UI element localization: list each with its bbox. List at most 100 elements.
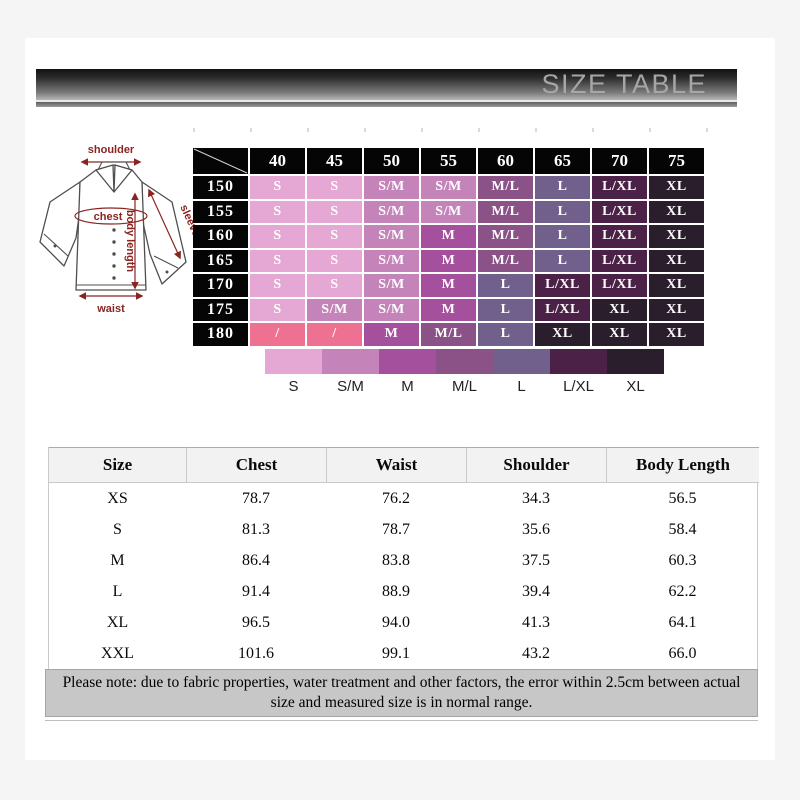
matrix-cell: L/XL bbox=[592, 274, 647, 297]
column-tick bbox=[421, 128, 423, 132]
measurement-value: 43.2 bbox=[522, 644, 550, 662]
column-tick bbox=[535, 128, 537, 132]
measurement-value: 101.6 bbox=[238, 644, 274, 662]
matrix-cell: L bbox=[535, 249, 590, 272]
matrix-cell: S/M bbox=[421, 200, 476, 223]
left-sleeve bbox=[39, 181, 81, 267]
size-label: XXL bbox=[101, 644, 134, 662]
matrix-row-header: 155 bbox=[193, 200, 248, 223]
matrix-cell: / bbox=[250, 323, 305, 346]
matrix-cell: S bbox=[250, 249, 305, 272]
matrix-cell: S bbox=[250, 200, 305, 223]
matrix-cell: XL bbox=[649, 225, 704, 248]
matrix-cell: / bbox=[307, 323, 362, 346]
sleeve-arrow bbox=[148, 188, 181, 260]
matrix-cell: XL bbox=[592, 298, 647, 321]
measurement-value: 96.5 bbox=[242, 613, 270, 631]
matrix-row-header: 165 bbox=[193, 249, 248, 272]
legend-swatch bbox=[436, 349, 493, 374]
measurement-value: 58.4 bbox=[668, 520, 697, 538]
waist-label: waist bbox=[96, 303, 125, 315]
legend-swatch bbox=[550, 349, 607, 374]
measurement-value: 41.3 bbox=[522, 613, 550, 631]
matrix-row-header: 170 bbox=[193, 274, 248, 297]
measurement-table: Size Chest Waist Shoulder Body Length XS… bbox=[48, 447, 759, 669]
collar-stand bbox=[97, 161, 131, 171]
matrix-cell: S/M bbox=[364, 225, 419, 248]
title-banner: SIZE TABLE bbox=[36, 69, 737, 107]
left-cuff-button bbox=[53, 244, 57, 248]
measurement-value: 56.5 bbox=[668, 489, 697, 507]
matrix-row-header: 175 bbox=[193, 298, 248, 321]
measurement-value: 86.4 bbox=[242, 551, 270, 569]
matrix-cell: S bbox=[307, 200, 362, 223]
measurement-value: 94.0 bbox=[382, 613, 410, 631]
chest-label: chest bbox=[94, 211, 123, 223]
matrix-cell: XL bbox=[649, 323, 704, 346]
matrix-cell: S bbox=[307, 225, 362, 248]
measurement-value: 39.4 bbox=[522, 582, 550, 600]
diagonal-line bbox=[193, 148, 248, 174]
matrix-cell: S bbox=[250, 298, 305, 321]
measurement-value: 60.3 bbox=[668, 551, 697, 569]
note-text: Please note: due to fabric properties, w… bbox=[62, 674, 741, 711]
measurement-value: 78.7 bbox=[382, 520, 410, 538]
button-placket bbox=[112, 228, 116, 280]
measurement-value: 81.3 bbox=[242, 520, 270, 538]
column-tick bbox=[307, 128, 309, 132]
shirt-measurement-diagram: shoulder chest body l bbox=[39, 144, 198, 315]
column-tick bbox=[193, 128, 195, 132]
legend-label: M bbox=[401, 378, 414, 395]
matrix-corner-cell bbox=[193, 148, 248, 174]
matrix-cell: S/M bbox=[364, 176, 419, 199]
matrix-cell: M/L bbox=[478, 249, 533, 272]
shoulder-label: shoulder bbox=[88, 144, 135, 156]
measurement-value: 78.7 bbox=[242, 489, 270, 507]
legend-swatch bbox=[322, 349, 379, 374]
matrix-col-header: 70 bbox=[592, 148, 647, 174]
matrix-cell: XL bbox=[649, 200, 704, 223]
right-sleeve bbox=[141, 181, 187, 285]
legend-swatch bbox=[265, 349, 322, 374]
legend-swatch bbox=[379, 349, 436, 374]
matrix-col-header: 60 bbox=[478, 148, 533, 174]
legend-label: L bbox=[517, 378, 526, 395]
size-label: S bbox=[113, 520, 122, 538]
measurement-value: 88.9 bbox=[382, 582, 410, 600]
matrix-cell: M/L bbox=[478, 225, 533, 248]
matrix-cell: L/XL bbox=[592, 200, 647, 223]
body-length-label: body length bbox=[124, 210, 136, 273]
legend-labels: S S/M M M/L L L/XL XL bbox=[265, 378, 664, 395]
column-tick bbox=[592, 128, 594, 132]
matrix-cell: S bbox=[250, 274, 305, 297]
measurement-col-header: Size bbox=[49, 447, 186, 483]
measurement-value: 66.0 bbox=[668, 644, 697, 662]
column-tick bbox=[649, 128, 651, 132]
matrix-cell: M/L bbox=[421, 323, 476, 346]
matrix-cell: M/L bbox=[478, 200, 533, 223]
measurement-value: 37.5 bbox=[522, 551, 550, 569]
matrix-row-header: 180 bbox=[193, 323, 248, 346]
matrix-cell: L bbox=[535, 225, 590, 248]
size-label: M bbox=[110, 551, 125, 569]
column-tick bbox=[364, 128, 366, 132]
matrix-cell: M bbox=[421, 249, 476, 272]
matrix-cell: S/M bbox=[364, 274, 419, 297]
matrix-cell: XL bbox=[649, 176, 704, 199]
measurement-col-header: Chest bbox=[186, 447, 326, 483]
matrix-col-header: 55 bbox=[421, 148, 476, 174]
measurement-value: 83.8 bbox=[382, 551, 410, 569]
column-tick bbox=[706, 128, 708, 132]
matrix-cell: S bbox=[250, 176, 305, 199]
matrix-row-header: 150 bbox=[193, 176, 248, 199]
matrix-cell: L/XL bbox=[535, 298, 590, 321]
measurement-value: 62.2 bbox=[668, 582, 697, 600]
matrix-cell: S/M bbox=[364, 200, 419, 223]
matrix-cell: M bbox=[421, 274, 476, 297]
matrix-cell: M bbox=[421, 225, 476, 248]
size-color-legend bbox=[265, 349, 664, 374]
matrix-col-header: 45 bbox=[307, 148, 362, 174]
matrix-cell: S/M bbox=[364, 249, 419, 272]
size-matrix-table: 40 45 50 55 60 65 70 75 150 S S S/M S/M … bbox=[193, 148, 704, 346]
measurement-col-header: Body Length bbox=[606, 447, 759, 483]
